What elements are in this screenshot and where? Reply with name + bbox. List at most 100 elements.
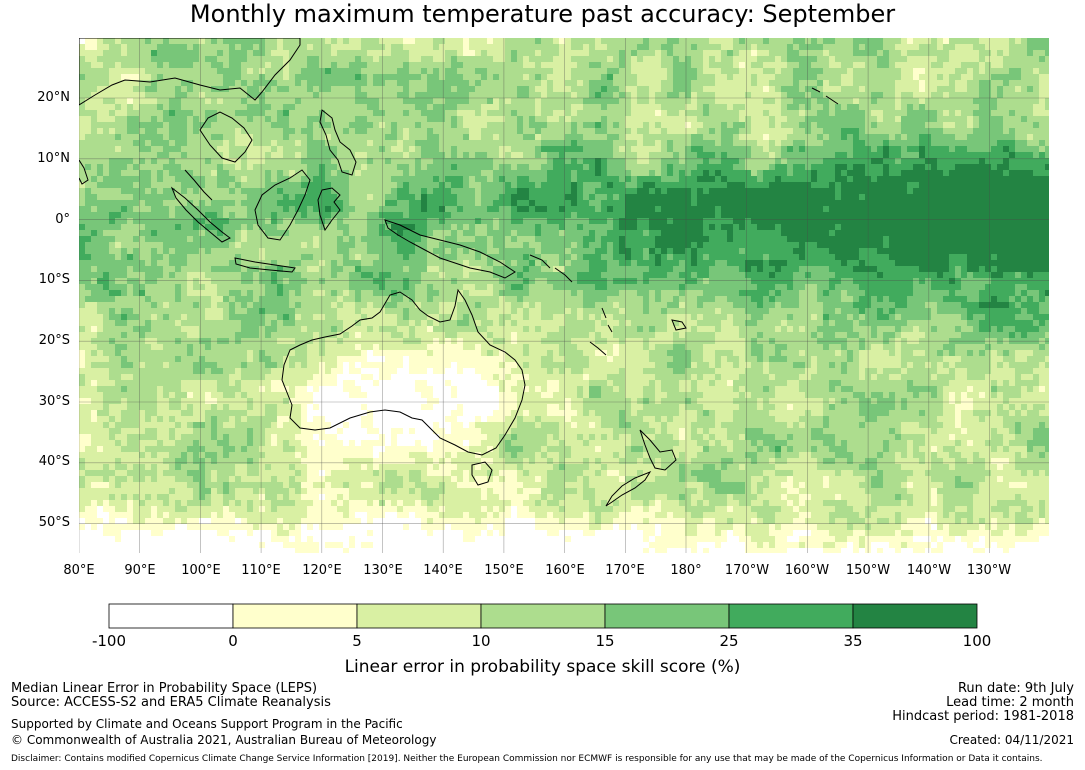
skill-score-cell [139,200,146,207]
skill-score-cell [685,170,692,177]
skill-score-cell [829,44,836,51]
skill-score-cell [535,188,542,195]
skill-score-cell [685,44,692,51]
skill-score-cell [769,86,776,93]
skill-score-cell [889,68,896,75]
skill-score-cell [361,212,368,219]
skill-score-cell [1015,92,1022,99]
skill-score-cell [199,218,206,225]
skill-score-cell [103,128,110,135]
skill-score-cell [583,170,590,177]
skill-score-cell [295,146,302,153]
skill-score-cell [871,44,878,51]
skill-score-cell [775,68,782,75]
skill-score-cell [571,158,578,165]
skill-score-cell [661,50,668,57]
skill-score-cell [847,116,854,123]
skill-score-cell [835,146,842,153]
skill-score-cell [109,218,116,225]
skill-score-cell [859,80,866,87]
skill-score-cell [241,212,248,219]
skill-score-cell [379,50,386,57]
skill-score-cell [661,74,668,81]
skill-score-cell [991,152,998,159]
skill-score-cell [415,218,422,225]
skill-score-cell [1045,38,1049,45]
skill-score-cell [157,158,164,165]
skill-score-cell [817,38,824,45]
skill-score-cell [703,104,710,111]
skill-score-cell [145,164,152,171]
skill-score-cell [271,44,278,51]
skill-score-cell [493,80,500,87]
skill-score-cell [511,56,518,63]
skill-score-cell [721,92,728,99]
skill-score-cell [229,176,236,183]
skill-score-cell [253,218,260,225]
skill-score-cell [637,92,644,99]
skill-score-cell [595,200,602,207]
skill-score-cell [361,158,368,165]
skill-score-cell [853,50,860,57]
skill-score-cell [529,134,536,141]
skill-score-cell [1039,110,1046,117]
skill-score-cell [859,98,866,105]
skill-score-cell [1045,44,1049,51]
skill-score-cell [415,206,422,213]
skill-score-cell [961,134,968,141]
skill-score-cell [913,212,920,219]
skill-score-cell [619,182,626,189]
skill-score-cell [157,98,164,105]
skill-score-cell [955,140,962,147]
skill-score-cell [379,68,386,75]
skill-score-cell [679,140,686,147]
skill-score-cell [877,38,884,45]
skill-score-cell [475,44,482,51]
skill-score-cell [193,56,200,63]
skill-score-cell [703,56,710,63]
skill-score-cell [1027,56,1034,63]
skill-score-cell [781,182,788,189]
skill-score-cell [1045,128,1049,135]
skill-score-cell [823,110,830,117]
skill-score-cell [403,182,410,189]
skill-score-cell [949,92,956,99]
skill-score-cell [505,170,512,177]
skill-score-cell [499,80,506,87]
skill-score-cell [595,98,602,105]
skill-score-cell [145,74,152,81]
skill-score-cell [703,170,710,177]
skill-score-cell [619,44,626,51]
skill-score-cell [577,104,584,111]
skill-score-cell [595,68,602,75]
skill-score-cell [469,116,476,123]
skill-score-cell [799,170,806,177]
skill-score-cell [757,170,764,177]
skill-score-cell [247,68,254,75]
skill-score-cell [721,116,728,123]
skill-score-cell [187,110,194,117]
skill-score-cell [163,194,170,201]
skill-score-cell [373,188,380,195]
skill-score-cell [145,182,152,189]
skill-score-cell [667,116,674,123]
skill-score-cell [1033,56,1040,63]
skill-score-cell [661,56,668,63]
skill-score-cell [235,152,242,159]
skill-score-cell [661,188,668,195]
skill-score-cell [901,80,908,87]
skill-score-cell [727,182,734,189]
skill-score-cell [961,176,968,183]
skill-score-cell [379,134,386,141]
skill-score-cell [595,152,602,159]
skill-score-cell [775,50,782,57]
skill-score-cell [817,140,824,147]
skill-score-cell [271,164,278,171]
skill-score-cell [829,146,836,153]
skill-score-cell [607,38,614,45]
skill-score-cell [349,38,356,45]
skill-score-cell [565,152,572,159]
skill-score-cell [877,170,884,177]
skill-score-cell [907,146,914,153]
skill-score-cell [313,182,320,189]
